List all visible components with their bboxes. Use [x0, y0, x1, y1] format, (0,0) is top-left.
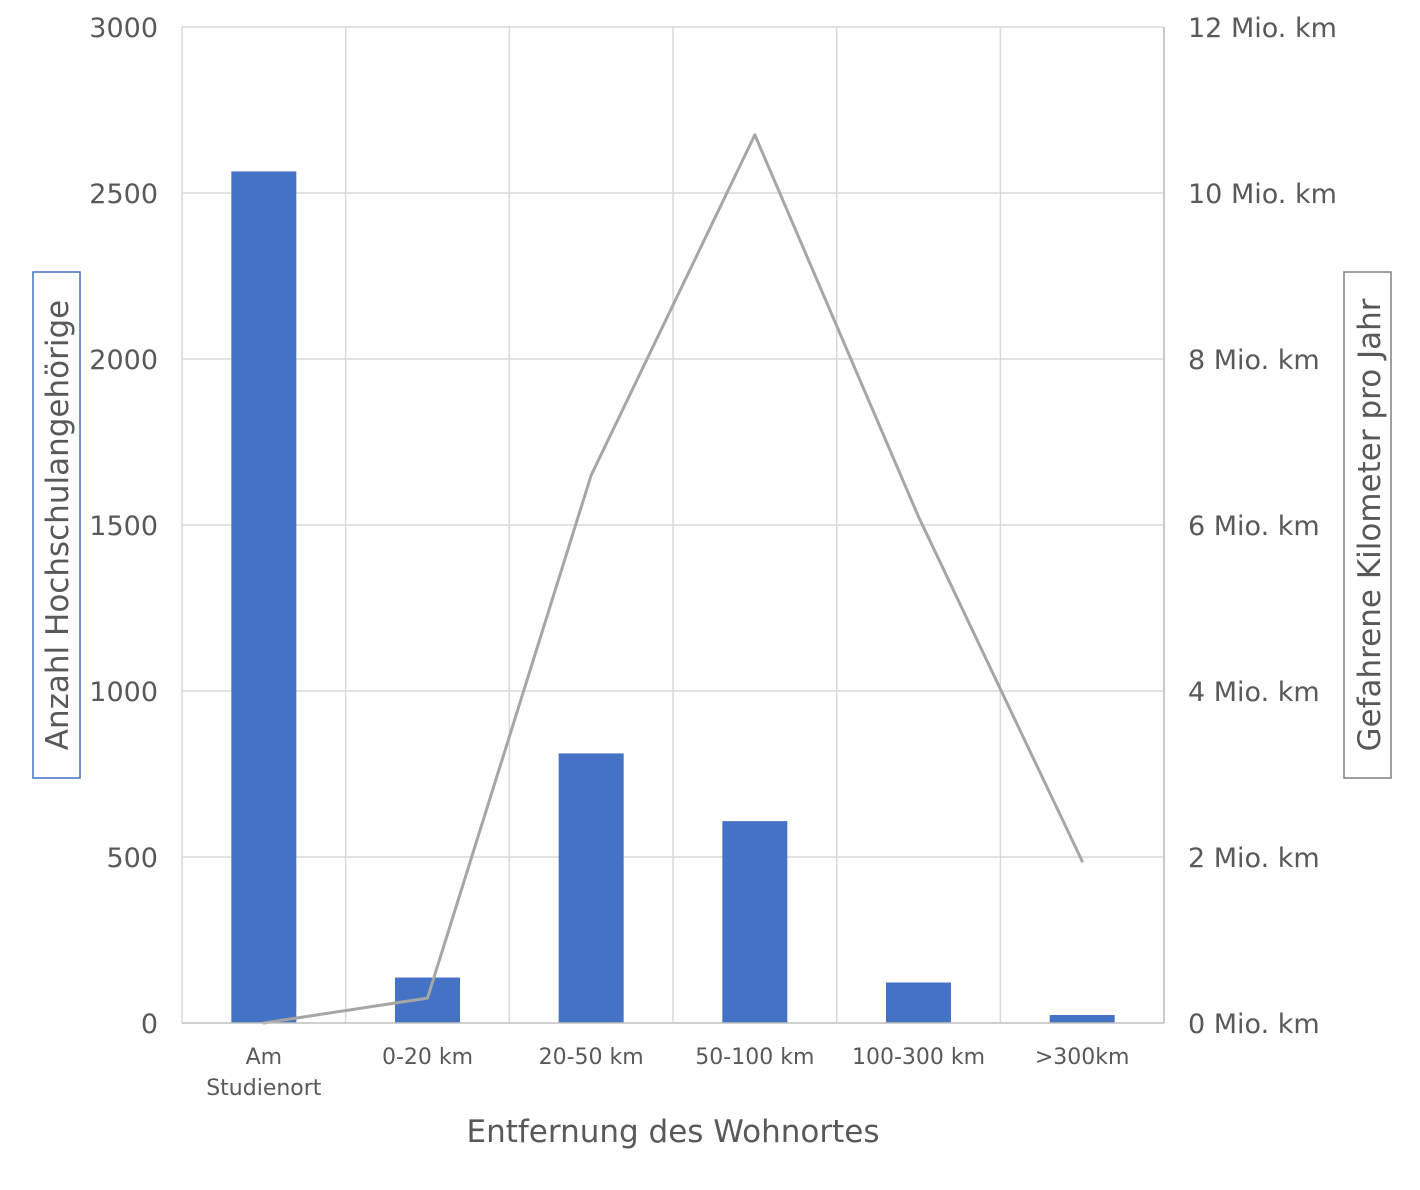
- y2-tick-label: 0 Mio. km: [1188, 1009, 1320, 1040]
- line-path: [263, 133, 1084, 1025]
- y2-tick-label: 8 Mio. km: [1188, 345, 1320, 376]
- right-axis-tick-labels: 0 Mio. km 2 Mio. km 4 Mio. km 6 Mio. km 8 Mi…: [1188, 13, 1337, 1040]
- x-tick-label: >300km: [1035, 1045, 1130, 1070]
- line-point: [426, 996, 429, 1000]
- y2-tick-label: 10 Mio. km: [1188, 179, 1337, 210]
- line-point: [917, 515, 920, 519]
- y2-axis-title: Gefahrene Kilometer pro Jahr: [1352, 298, 1388, 751]
- y-tick-label: 2000: [89, 345, 158, 376]
- axes: [182, 27, 1165, 1024]
- y-axis-title: Anzahl Hochschulangehörige: [40, 300, 76, 750]
- y2-tick-label: 12 Mio. km: [1188, 13, 1337, 44]
- y2-axis-title-box: [1343, 271, 1392, 779]
- x-tick-label: Am Studienort: [206, 1045, 322, 1101]
- line-point: [753, 133, 757, 137]
- bar-series: [231, 171, 1115, 1024]
- bar: [886, 982, 951, 1023]
- line-point: [1080, 859, 1084, 863]
- x-tick-label: 0-20 km: [382, 1045, 473, 1070]
- x-tick-label: 50-100 km: [695, 1045, 814, 1070]
- y2-tick-label: 2 Mio. km: [1188, 843, 1320, 874]
- left-axis-tick-labels: 0 500 1000 1500 2000 2500 3000: [89, 13, 158, 1040]
- y-tick-label: 1500: [89, 511, 158, 542]
- y-axis-title-box: [32, 271, 81, 779]
- gridlines: [181, 26, 1165, 1023]
- line-point: [589, 473, 593, 477]
- bar: [558, 753, 624, 1023]
- category-labels: Am Studienort 0-20 km 20-50 km 50-100 km 100-…: [206, 1045, 1129, 1101]
- y2-tick-label: 4 Mio. km: [1188, 677, 1320, 708]
- y-tick-label: 500: [106, 843, 158, 874]
- bar: [231, 171, 297, 1024]
- y-tick-label: 0: [141, 1009, 158, 1040]
- y2-tick-label: 6 Mio. km: [1188, 511, 1320, 542]
- bar: [1049, 1015, 1115, 1023]
- y-tick-label: 2500: [89, 179, 158, 210]
- x-axis-title: Entfernung des Wohnortes: [467, 1114, 880, 1150]
- bar: [722, 821, 788, 1023]
- y-tick-label: 3000: [89, 13, 158, 44]
- x-tick-label: 100-300 km: [852, 1045, 985, 1070]
- x-tick-label: 20-50 km: [539, 1045, 644, 1070]
- y-tick-label: 1000: [89, 677, 158, 708]
